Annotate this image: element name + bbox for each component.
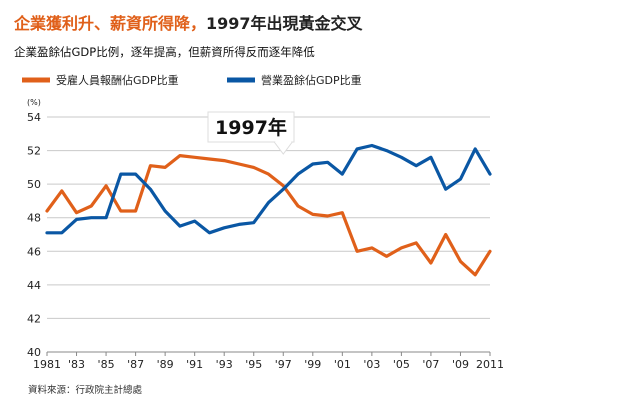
y-axis-ticks: 40 42 44 46 48 50 52 54 (%) <box>27 98 41 359</box>
x-tick-label: '95 <box>245 358 262 371</box>
y-tick-label: 46 <box>27 245 41 258</box>
source-note: 資料來源：行政院主計總處 <box>28 385 143 396</box>
annotation-callout: 1997年 <box>207 111 295 155</box>
x-tick-label: '97 <box>275 358 292 371</box>
y-tick-label: 44 <box>27 279 41 292</box>
y-tick-label: 50 <box>27 178 41 191</box>
page-title: 企業獲利升、薪資所得降，1997年出現黃金交叉 <box>14 10 363 34</box>
x-tick-label: '07 <box>422 358 439 371</box>
x-tick-label: '03 <box>363 358 380 371</box>
x-tick-label: '99 <box>304 358 321 371</box>
y-tick-label: 42 <box>27 312 41 325</box>
x-tick-label: '93 <box>216 358 233 371</box>
x-axis-ticks: 1981 '83 '85 '87 '89 '91 '93 '95 '97 '99 '01 '03 '05… <box>33 352 504 371</box>
subtitle: 企業盈餘佔GDP比例，逐年提高，但薪資所得反而逐年降低 <box>14 45 315 59</box>
y-tick-label: 54 <box>27 111 41 124</box>
callout-pointer <box>273 141 294 155</box>
y-tick-label: 40 <box>27 346 41 359</box>
y-tick-label: 48 <box>27 212 41 225</box>
legend-label: 營業盈餘佔GDP比重 <box>261 73 362 87</box>
series-line-compensation <box>45 154 492 277</box>
x-tick-label: '85 <box>98 358 115 371</box>
grid-lines <box>47 116 490 353</box>
x-tick-label: '89 <box>157 358 174 371</box>
legend: 受雇人員報酬佔GDP比重 營業盈餘佔GDP比重 <box>22 73 362 87</box>
callout-box <box>207 111 295 143</box>
title-main: 1997年出現黃金交叉 <box>206 14 363 33</box>
x-tick-label: '91 <box>186 358 203 371</box>
x-tick-label: '09 <box>452 358 469 371</box>
y-tick-label: 52 <box>27 145 41 158</box>
x-tick-label: '05 <box>393 358 410 371</box>
callout-label: 1997年 <box>215 116 287 139</box>
x-tick-label: '83 <box>68 358 85 371</box>
series-lines <box>45 143 492 277</box>
series-line-operating-surplus <box>45 143 492 235</box>
x-tick-label: '01 <box>334 358 351 371</box>
x-tick-label: '87 <box>127 358 144 371</box>
x-tick-label: 2011 <box>476 358 504 371</box>
x-tick-label: 1981 <box>33 358 61 371</box>
y-axis-unit: (%) <box>27 98 41 107</box>
title-highlight: 企業獲利升、薪資所得降， <box>14 14 207 33</box>
legend-label: 受雇人員報酬佔GDP比重 <box>56 73 179 87</box>
